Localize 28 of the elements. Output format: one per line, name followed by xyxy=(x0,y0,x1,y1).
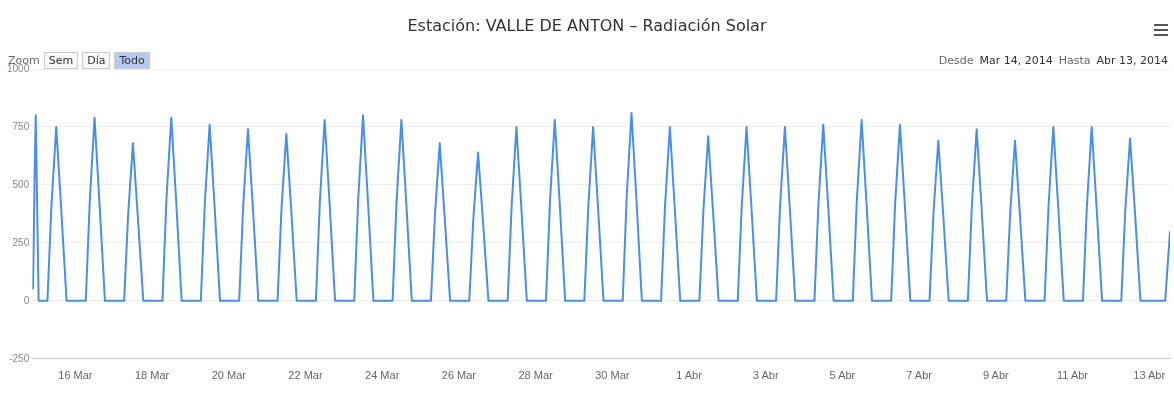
chart-title: Estación: VALLE DE ANTON – Radiación Solar xyxy=(406,16,768,35)
text: Día xyxy=(82,52,111,69)
x-tick-label: 11 Abr xyxy=(1057,369,1089,382)
x-tick-label: 22 Mar xyxy=(288,369,323,382)
text: Sem xyxy=(43,52,79,69)
x-tick-label: 28 Mar xyxy=(518,369,554,382)
x-tick-label: 13 Abr xyxy=(1133,369,1166,382)
x-tick-label: 7 Abr xyxy=(906,369,933,382)
text: Desde xyxy=(938,54,974,67)
text: Hasta xyxy=(1058,54,1091,67)
x-tick-label: 24 Mar xyxy=(365,369,400,382)
y-tick-label: 500 xyxy=(12,178,30,190)
x-tick-label: 9 Abr xyxy=(982,369,1009,382)
y-tick-label: 750 xyxy=(12,120,30,132)
x-tick-label: 3 Abr xyxy=(752,369,779,382)
text: Todo xyxy=(114,52,150,69)
x-tick-label: 1 Abr xyxy=(676,369,703,382)
x-tick-label: 26 Mar xyxy=(441,369,477,382)
x-tick-label: 5 Abr xyxy=(829,369,856,382)
x-tick-label: 30 Mar xyxy=(595,369,630,382)
x-tick-label: 20 Mar xyxy=(211,369,247,382)
text: Mar 14, 2014 xyxy=(979,54,1053,67)
y-tick-label: 0 xyxy=(23,294,30,306)
x-tick-label: 18 Mar xyxy=(134,369,170,382)
x-tick-label: 16 Mar xyxy=(58,369,93,382)
y-tick-label: -250 xyxy=(9,352,30,364)
y-tick-label: 250 xyxy=(12,236,30,248)
text: Abr 13, 2014 xyxy=(1096,54,1168,67)
